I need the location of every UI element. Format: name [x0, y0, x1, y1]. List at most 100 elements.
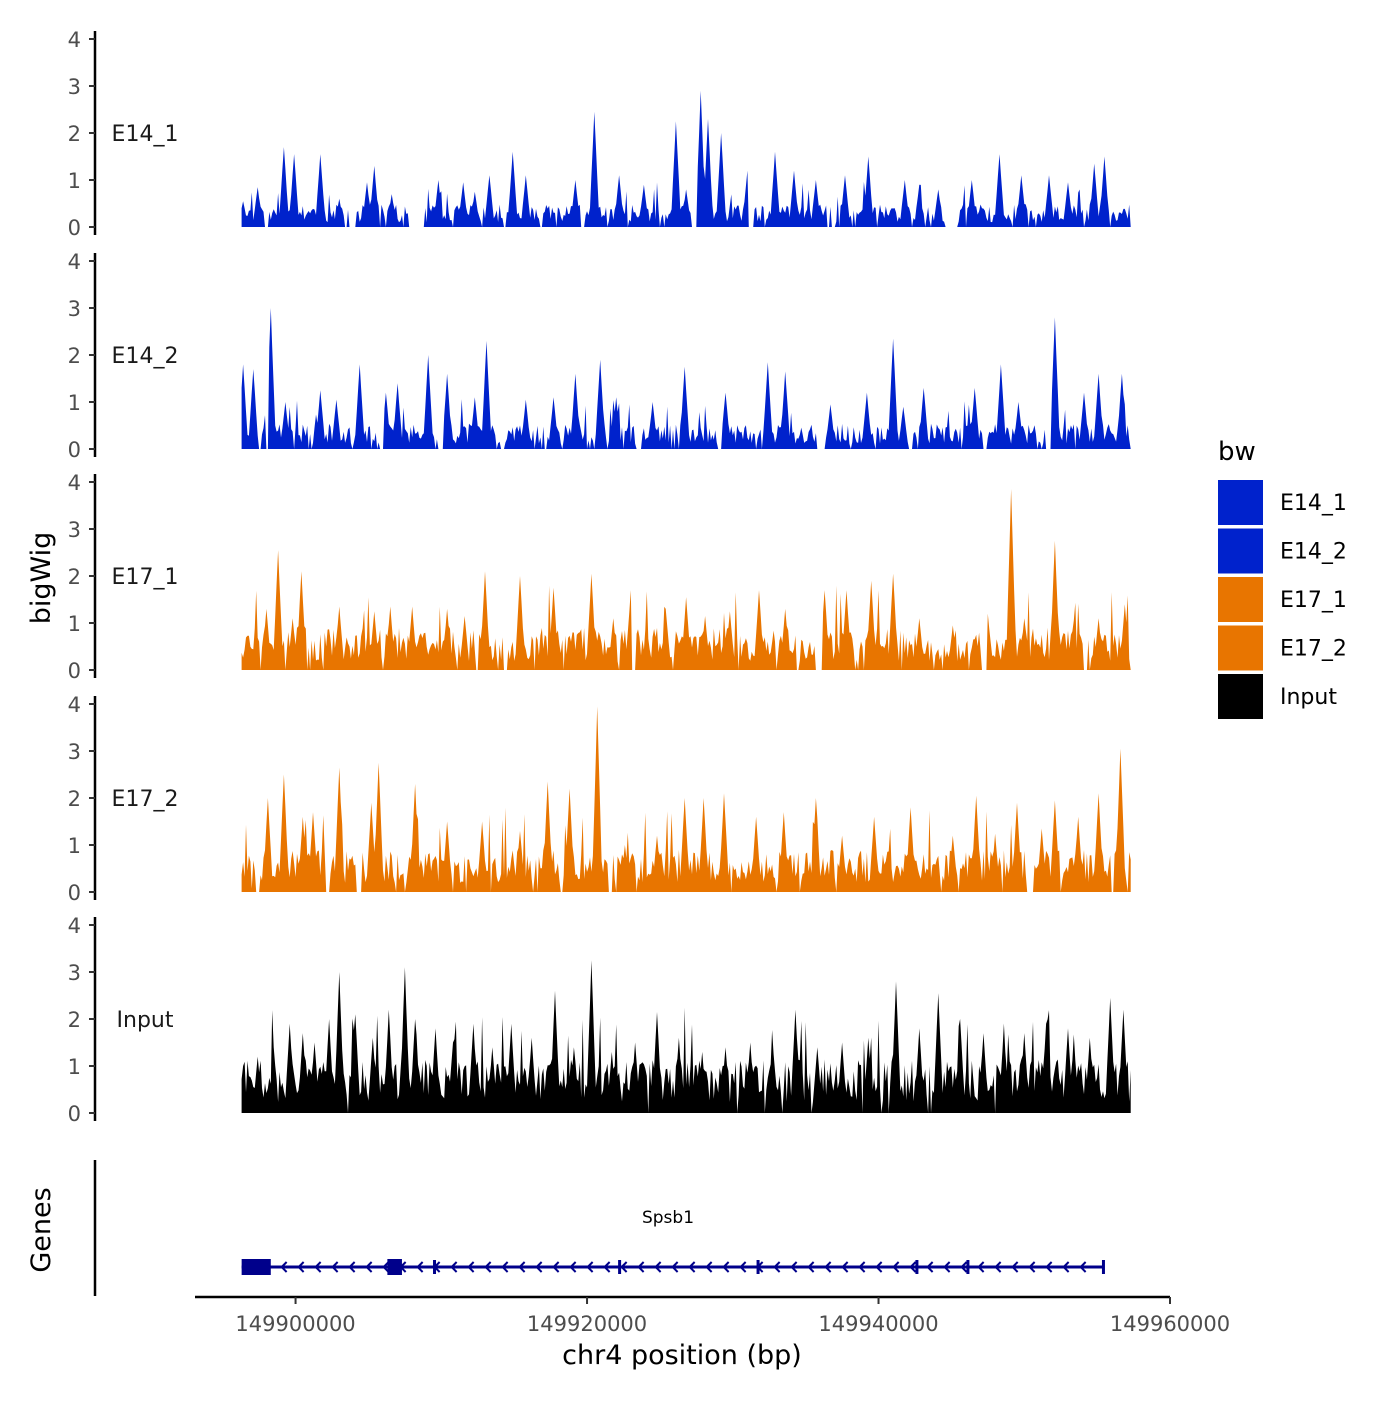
legend-label-e14_1: E14_1: [1280, 491, 1347, 516]
legend-label-input: Input: [1280, 685, 1337, 710]
legend-label-e14_2: E14_2: [1280, 540, 1347, 565]
strand-arrow: [926, 1261, 934, 1273]
y-tick-label-e14_2-1: 1: [68, 391, 81, 415]
y-tick-label-input-0: 0: [68, 1102, 81, 1126]
strand-arrow: [1011, 1261, 1019, 1273]
exon-2: [387, 1259, 402, 1275]
legend-label-e17_1: E17_1: [1280, 588, 1347, 613]
strand-arrow: [467, 1261, 475, 1273]
strand-arrow: [909, 1261, 917, 1273]
legend-key-e17_2: [1218, 625, 1263, 671]
strand-arrow: [960, 1261, 968, 1273]
y-tick-label-e17_1-1: 1: [68, 612, 81, 636]
strand-arrow: [841, 1261, 849, 1273]
coverage-tracks: [241, 90, 1131, 1113]
coverage-area-e14_1: [241, 90, 1131, 227]
strand-arrow: [1079, 1261, 1087, 1273]
strand-arrow: [1028, 1261, 1036, 1273]
legend: E14_1 E14_2 E17_1 E17_2 Input: [1218, 480, 1347, 719]
y-tick-label-input-1: 1: [68, 1055, 81, 1079]
strand-arrow: [450, 1261, 458, 1273]
y-tick-label-e14_1-3: 3: [68, 75, 81, 99]
y-tick-label-e14_2-2: 2: [68, 344, 81, 368]
track-label-e17_1: E17_1: [112, 565, 179, 590]
coverage-area-e17_2: [241, 706, 1131, 892]
x-tick-label-149960000: 149960000: [1110, 1312, 1230, 1336]
y-tick-label-e14_2-3: 3: [68, 297, 81, 321]
strand-arrow: [603, 1261, 611, 1273]
strand-arrow: [280, 1261, 288, 1273]
strand-arrow: [416, 1261, 424, 1273]
strand-arrow: [297, 1261, 305, 1273]
legend-label-e17_2: E17_2: [1280, 637, 1347, 662]
track-label-e14_1: E14_1: [112, 122, 179, 147]
strand-arrow: [858, 1261, 866, 1273]
strand-arrow: [484, 1261, 492, 1273]
strand-arrow: [1045, 1261, 1053, 1273]
strand-arrow: [348, 1261, 356, 1273]
strand-arrow: [501, 1261, 509, 1273]
track-label-e17_2: E17_2: [112, 787, 179, 812]
strand-arrow: [552, 1261, 560, 1273]
strand-arrow: [331, 1261, 339, 1273]
exon-4: [618, 1260, 622, 1274]
strand-arrow: [943, 1261, 951, 1273]
strand-arrow: [518, 1261, 526, 1273]
strand-arrow: [705, 1261, 713, 1273]
strand-arrow: [722, 1261, 730, 1273]
gene-track: [93, 1160, 1105, 1296]
x-tick-label-149920000: 149920000: [527, 1312, 647, 1336]
strand-arrow: [569, 1261, 577, 1273]
exon-8: [1101, 1260, 1105, 1274]
legend-key-input: [1218, 674, 1263, 719]
y-tick-label-e17_1-3: 3: [68, 518, 81, 542]
strand-arrow: [620, 1261, 628, 1273]
strand-arrow: [739, 1261, 747, 1273]
strand-arrow: [586, 1261, 594, 1273]
coverage-area-input: [241, 960, 1131, 1113]
coverage-area-e17_1: [241, 489, 1131, 670]
strand-arrow: [824, 1261, 832, 1273]
strand-arrow: [535, 1261, 543, 1273]
y-axis-title-genes: Genes: [26, 1187, 57, 1272]
strand-arrow: [314, 1261, 322, 1273]
gene-label: Spsb1: [642, 1208, 694, 1228]
y-tick-label-e17_1-2: 2: [68, 565, 81, 589]
strand-arrow: [892, 1261, 900, 1273]
exon-6: [915, 1260, 919, 1274]
strand-arrow: [688, 1261, 696, 1273]
y-tick-label-e14_2-4: 4: [68, 250, 81, 274]
y-tick-label-e14_2-0: 0: [68, 438, 81, 462]
strand-arrow: [790, 1261, 798, 1273]
exon-3: [433, 1260, 437, 1274]
x-axis: 149900000 149920000 149940000 149960000: [195, 1295, 1230, 1336]
track-y-axes: 0 1 2 3 4 E14_1 0 1 2 3 4 E14_2 0 1 2 3 4 E17_1 0 1 2 3 4 E17_2…: [68, 28, 179, 1126]
strand-arrow: [807, 1261, 815, 1273]
y-tick-label-e17_2-3: 3: [68, 740, 81, 764]
x-tick-label-149900000: 149900000: [235, 1312, 355, 1336]
y-tick-label-e14_1-2: 2: [68, 122, 81, 146]
y-tick-label-input-2: 2: [68, 1008, 81, 1032]
y-tick-label-e17_2-1: 1: [68, 834, 81, 858]
y-tick-label-e14_1-0: 0: [68, 216, 81, 240]
strand-arrow: [671, 1261, 679, 1273]
legend-key-e14_1: [1218, 480, 1263, 525]
y-axis-title-bigwig: bigWig: [26, 532, 57, 625]
coverage-area-e14_2: [241, 308, 1131, 449]
exon-1: [241, 1259, 271, 1275]
strand-arrow: [382, 1261, 390, 1273]
track-label-input: Input: [117, 1008, 174, 1033]
strand-arrow: [654, 1261, 662, 1273]
y-tick-label-e17_2-4: 4: [68, 693, 81, 717]
strand-arrow: [773, 1261, 781, 1273]
x-axis-title: chr4 position (bp): [562, 1340, 802, 1371]
legend-key-e14_2: [1218, 528, 1263, 574]
legend-title: bw: [1218, 437, 1256, 467]
strand-arrow: [994, 1261, 1002, 1273]
strand-arrow: [977, 1261, 985, 1273]
x-tick-label-149940000: 149940000: [818, 1312, 938, 1336]
exon-7: [966, 1260, 970, 1274]
y-tick-label-e14_1-1: 1: [68, 169, 81, 193]
track-label-e14_2: E14_2: [112, 344, 179, 369]
